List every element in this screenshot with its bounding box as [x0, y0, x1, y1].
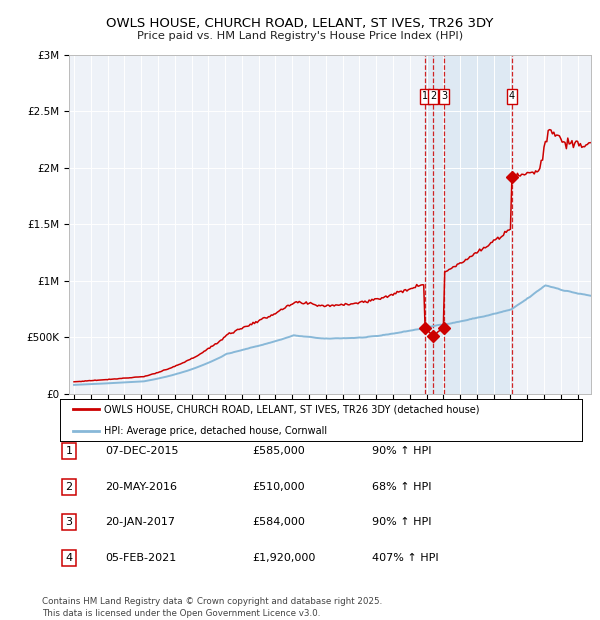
- Text: Contains HM Land Registry data © Crown copyright and database right 2025.
This d: Contains HM Land Registry data © Crown c…: [42, 596, 382, 618]
- Text: 2: 2: [65, 482, 73, 492]
- Text: 4: 4: [509, 91, 515, 102]
- Text: Price paid vs. HM Land Registry's House Price Index (HPI): Price paid vs. HM Land Registry's House …: [137, 31, 463, 41]
- Text: £585,000: £585,000: [252, 446, 305, 456]
- Text: OWLS HOUSE, CHURCH ROAD, LELANT, ST IVES, TR26 3DY (detached house): OWLS HOUSE, CHURCH ROAD, LELANT, ST IVES…: [104, 404, 480, 414]
- Text: 68% ↑ HPI: 68% ↑ HPI: [372, 482, 431, 492]
- Text: £1,920,000: £1,920,000: [252, 553, 316, 563]
- Text: £510,000: £510,000: [252, 482, 305, 492]
- Text: HPI: Average price, detached house, Cornwall: HPI: Average price, detached house, Corn…: [104, 427, 328, 436]
- Text: 90% ↑ HPI: 90% ↑ HPI: [372, 517, 431, 527]
- Text: 1: 1: [65, 446, 73, 456]
- Text: OWLS HOUSE, CHURCH ROAD, LELANT, ST IVES, TR26 3DY: OWLS HOUSE, CHURCH ROAD, LELANT, ST IVES…: [106, 17, 494, 30]
- Bar: [425, 55, 512, 394]
- Text: 07-DEC-2015: 07-DEC-2015: [105, 446, 179, 456]
- Text: 1: 1: [422, 91, 428, 102]
- Text: 05-FEB-2021: 05-FEB-2021: [105, 553, 176, 563]
- Text: 407% ↑ HPI: 407% ↑ HPI: [372, 553, 439, 563]
- Text: 90% ↑ HPI: 90% ↑ HPI: [372, 446, 431, 456]
- Text: 20-JAN-2017: 20-JAN-2017: [105, 517, 175, 527]
- Text: 2: 2: [430, 91, 436, 102]
- Text: 3: 3: [441, 91, 447, 102]
- Text: £584,000: £584,000: [252, 517, 305, 527]
- Text: 3: 3: [65, 517, 73, 527]
- Text: 4: 4: [65, 553, 73, 563]
- Text: 20-MAY-2016: 20-MAY-2016: [105, 482, 177, 492]
